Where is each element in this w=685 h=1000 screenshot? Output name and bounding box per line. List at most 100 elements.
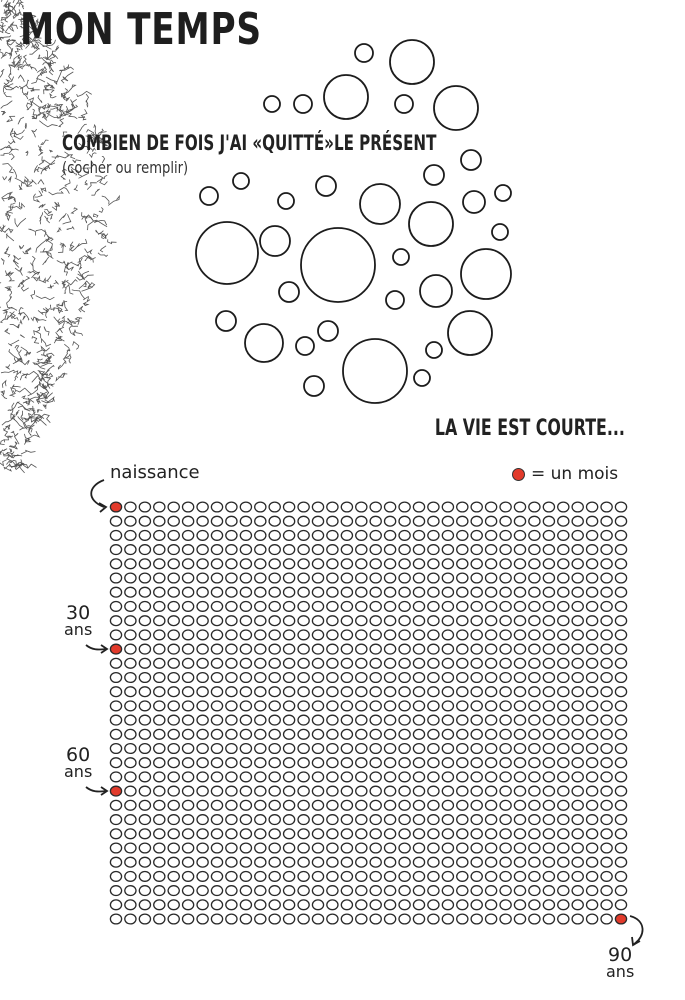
month-circle[interactable] [268, 728, 281, 740]
month-circle[interactable] [571, 913, 584, 925]
month-circle[interactable] [282, 785, 296, 797]
month-circle[interactable] [138, 671, 152, 684]
month-circle[interactable] [239, 771, 253, 783]
month-circle[interactable] [109, 870, 123, 882]
month-circle[interactable] [311, 629, 325, 641]
checklist-bubble-14[interactable] [462, 190, 486, 214]
month-circle[interactable] [210, 856, 224, 868]
month-circle[interactable] [571, 629, 584, 641]
month-circle[interactable] [167, 913, 180, 925]
month-circle[interactable] [441, 771, 455, 783]
month-circle[interactable] [167, 899, 180, 911]
month-circle[interactable] [210, 657, 224, 669]
month-circle[interactable] [614, 529, 628, 541]
month-circle[interactable] [153, 600, 166, 612]
month-circle[interactable] [542, 544, 556, 556]
month-circle[interactable] [499, 586, 512, 598]
month-circle[interactable] [124, 814, 137, 826]
month-circle[interactable] [326, 899, 339, 911]
month-circle[interactable] [311, 899, 325, 911]
month-circle[interactable] [369, 629, 382, 641]
month-circle[interactable] [456, 501, 469, 513]
month-circle[interactable] [239, 870, 253, 882]
month-circle[interactable] [124, 643, 137, 655]
month-circle[interactable] [470, 785, 483, 797]
month-circle[interactable] [181, 515, 195, 527]
month-circle[interactable] [326, 856, 339, 868]
month-circle[interactable] [138, 757, 152, 769]
month-circle[interactable] [441, 814, 455, 826]
month-circle[interactable] [456, 600, 469, 612]
month-circle[interactable] [456, 671, 469, 684]
month-circle[interactable] [456, 544, 469, 556]
month-circle[interactable] [499, 856, 512, 868]
month-circle[interactable] [355, 501, 368, 513]
month-circle[interactable] [268, 544, 281, 556]
month-circle[interactable] [340, 771, 354, 783]
month-circle[interactable] [254, 899, 267, 911]
month-circle[interactable] [369, 785, 382, 797]
month-circle[interactable] [167, 728, 180, 740]
month-circle[interactable] [181, 643, 195, 655]
month-circle[interactable] [557, 657, 570, 669]
month-circle[interactable] [254, 643, 267, 655]
month-circle[interactable] [614, 856, 628, 868]
month-circle[interactable] [470, 586, 483, 598]
month-circle[interactable] [225, 686, 238, 698]
month-circle[interactable] [181, 629, 195, 641]
month-circle[interactable] [383, 799, 397, 811]
month-circle[interactable] [297, 771, 310, 783]
month-circle[interactable] [369, 657, 382, 669]
checklist-bubble-28[interactable] [447, 310, 493, 356]
month-circle[interactable] [614, 842, 628, 854]
month-circle[interactable] [571, 600, 584, 612]
month-circle[interactable] [441, 572, 455, 584]
month-circle[interactable] [369, 700, 382, 712]
month-circle[interactable] [254, 913, 267, 925]
month-circle[interactable] [181, 700, 195, 712]
month-circle[interactable] [441, 742, 455, 755]
month-circle[interactable] [585, 586, 599, 598]
month-circle[interactable] [167, 856, 180, 868]
month-circle[interactable] [210, 558, 224, 570]
month-circle[interactable] [369, 757, 382, 769]
month-circle[interactable] [456, 529, 469, 541]
month-circle[interactable] [470, 742, 483, 755]
month-circle[interactable] [239, 501, 253, 513]
month-circle[interactable] [254, 714, 267, 726]
month-circle[interactable] [239, 799, 253, 811]
month-circle[interactable] [326, 842, 339, 854]
month-circle[interactable] [600, 856, 613, 868]
month-circle[interactable] [369, 529, 382, 541]
month-circle[interactable] [513, 728, 527, 740]
month-circle[interactable] [528, 814, 541, 826]
month-circle[interactable] [571, 515, 584, 527]
month-circle[interactable] [383, 558, 397, 570]
month-circle[interactable] [153, 544, 166, 556]
month-circle[interactable] [614, 799, 628, 811]
month-circle[interactable] [225, 657, 238, 669]
month-circle[interactable] [557, 544, 570, 556]
month-circle[interactable] [528, 615, 541, 627]
month-circle[interactable] [470, 629, 483, 641]
month-circle[interactable] [369, 771, 382, 783]
month-circle[interactable] [456, 629, 469, 641]
month-circle[interactable] [528, 600, 541, 612]
month-circle[interactable] [153, 501, 166, 513]
month-circle[interactable] [268, 742, 281, 755]
month-circle[interactable] [484, 870, 498, 882]
month-circle[interactable] [470, 600, 483, 612]
month-circle[interactable] [456, 714, 469, 726]
month-circle[interactable] [340, 558, 354, 570]
month-circle[interactable] [557, 742, 570, 755]
month-circle[interactable] [340, 700, 354, 712]
month-circle[interactable] [355, 742, 368, 755]
month-circle[interactable] [340, 870, 354, 882]
month-circle[interactable] [513, 885, 527, 897]
month-circle[interactable] [369, 586, 382, 598]
month-circle[interactable] [412, 714, 426, 726]
month-circle[interactable] [369, 842, 382, 854]
month-circle[interactable] [268, 714, 281, 726]
month-circle[interactable] [297, 529, 310, 541]
month-circle[interactable] [571, 785, 584, 797]
